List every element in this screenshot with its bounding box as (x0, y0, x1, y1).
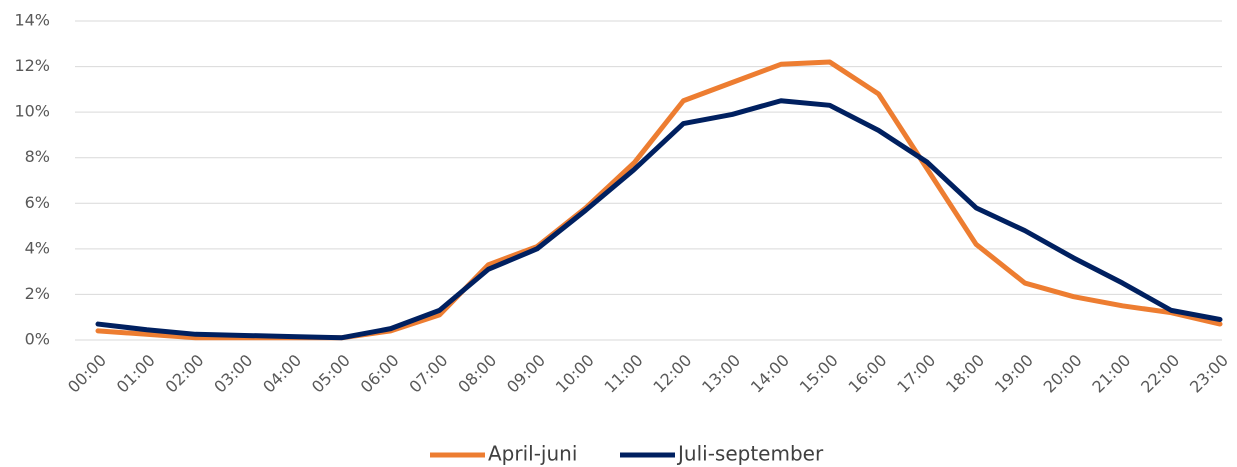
y-tick-label: 10% (14, 102, 50, 121)
x-tick-label: 03:00 (210, 351, 256, 397)
x-tick-label: 15:00 (796, 351, 842, 397)
x-tick-label: 12:00 (649, 351, 695, 397)
x-tick-label: 04:00 (259, 351, 305, 397)
x-tick-label: 11:00 (601, 351, 647, 397)
legend-label: April-juni (488, 442, 577, 466)
y-tick-label: 14% (14, 11, 50, 30)
x-tick-label: 10:00 (552, 351, 598, 397)
x-tick-label: 19:00 (991, 351, 1037, 397)
x-tick-label: 06:00 (357, 351, 403, 397)
y-tick-label: 8% (25, 147, 50, 166)
x-tick-label: 20:00 (1040, 351, 1086, 397)
x-tick-label: 09:00 (503, 351, 549, 397)
y-tick-label: 4% (25, 238, 50, 257)
x-tick-label: 07:00 (405, 351, 451, 397)
series-line (95, 59, 1223, 341)
x-tick-label: 16:00 (844, 351, 890, 397)
series-line (95, 98, 1223, 341)
x-tick-label: 05:00 (308, 351, 354, 397)
x-tick-label: 21:00 (1088, 351, 1134, 397)
x-tick-label: 23:00 (1186, 351, 1232, 397)
y-tick-label: 0% (25, 330, 50, 349)
x-tick-label: 13:00 (698, 351, 744, 397)
x-tick-label: 00:00 (64, 351, 110, 397)
x-tick-label: 22:00 (1137, 351, 1183, 397)
x-tick-label: 02:00 (162, 351, 208, 397)
y-tick-label: 2% (25, 284, 50, 303)
y-tick-label: 6% (25, 193, 50, 212)
legend-label: Juli-september (676, 442, 824, 466)
x-tick-label: 17:00 (893, 351, 939, 397)
x-tick-label: 01:00 (113, 351, 159, 397)
x-tick-label: 14:00 (747, 351, 793, 397)
x-tick-label: 18:00 (942, 351, 988, 397)
y-tick-label: 12% (14, 56, 50, 75)
x-tick-label: 08:00 (454, 351, 500, 397)
